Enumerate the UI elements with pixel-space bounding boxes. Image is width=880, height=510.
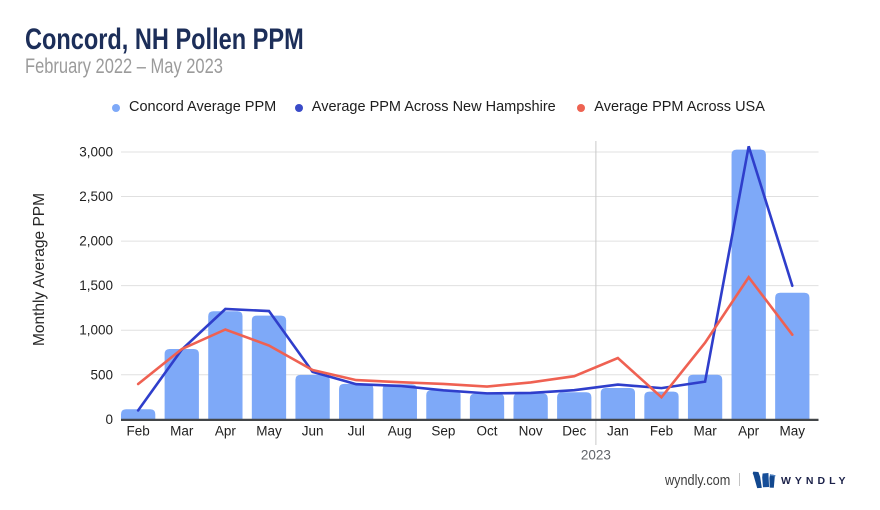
svg-text:Mar: Mar xyxy=(170,424,194,439)
svg-text:Jul: Jul xyxy=(348,424,365,439)
svg-text:Feb: Feb xyxy=(650,424,673,439)
svg-text:1,000: 1,000 xyxy=(79,323,113,338)
svg-text:Aug: Aug xyxy=(388,424,412,439)
svg-text:Apr: Apr xyxy=(738,424,760,439)
svg-text:Nov: Nov xyxy=(519,424,543,439)
svg-text:May: May xyxy=(780,424,806,439)
svg-text:Sep: Sep xyxy=(431,424,455,439)
svg-text:1,500: 1,500 xyxy=(79,278,113,293)
svg-text:Jan: Jan xyxy=(607,424,629,439)
svg-text:Monthly Average PPM: Monthly Average PPM xyxy=(31,193,48,346)
svg-text:May: May xyxy=(256,424,282,439)
svg-text:500: 500 xyxy=(90,367,113,382)
svg-text:Feb: Feb xyxy=(127,424,150,439)
svg-text:2023: 2023 xyxy=(581,448,611,463)
svg-text:3,000: 3,000 xyxy=(79,145,113,160)
svg-text:Apr: Apr xyxy=(215,424,237,439)
svg-text:Jun: Jun xyxy=(302,424,324,439)
svg-text:Mar: Mar xyxy=(693,424,717,439)
svg-text:Dec: Dec xyxy=(562,424,586,439)
svg-text:Oct: Oct xyxy=(477,424,498,439)
svg-text:2,500: 2,500 xyxy=(79,189,113,204)
svg-text:0: 0 xyxy=(105,412,113,427)
svg-text:2,000: 2,000 xyxy=(79,234,113,249)
